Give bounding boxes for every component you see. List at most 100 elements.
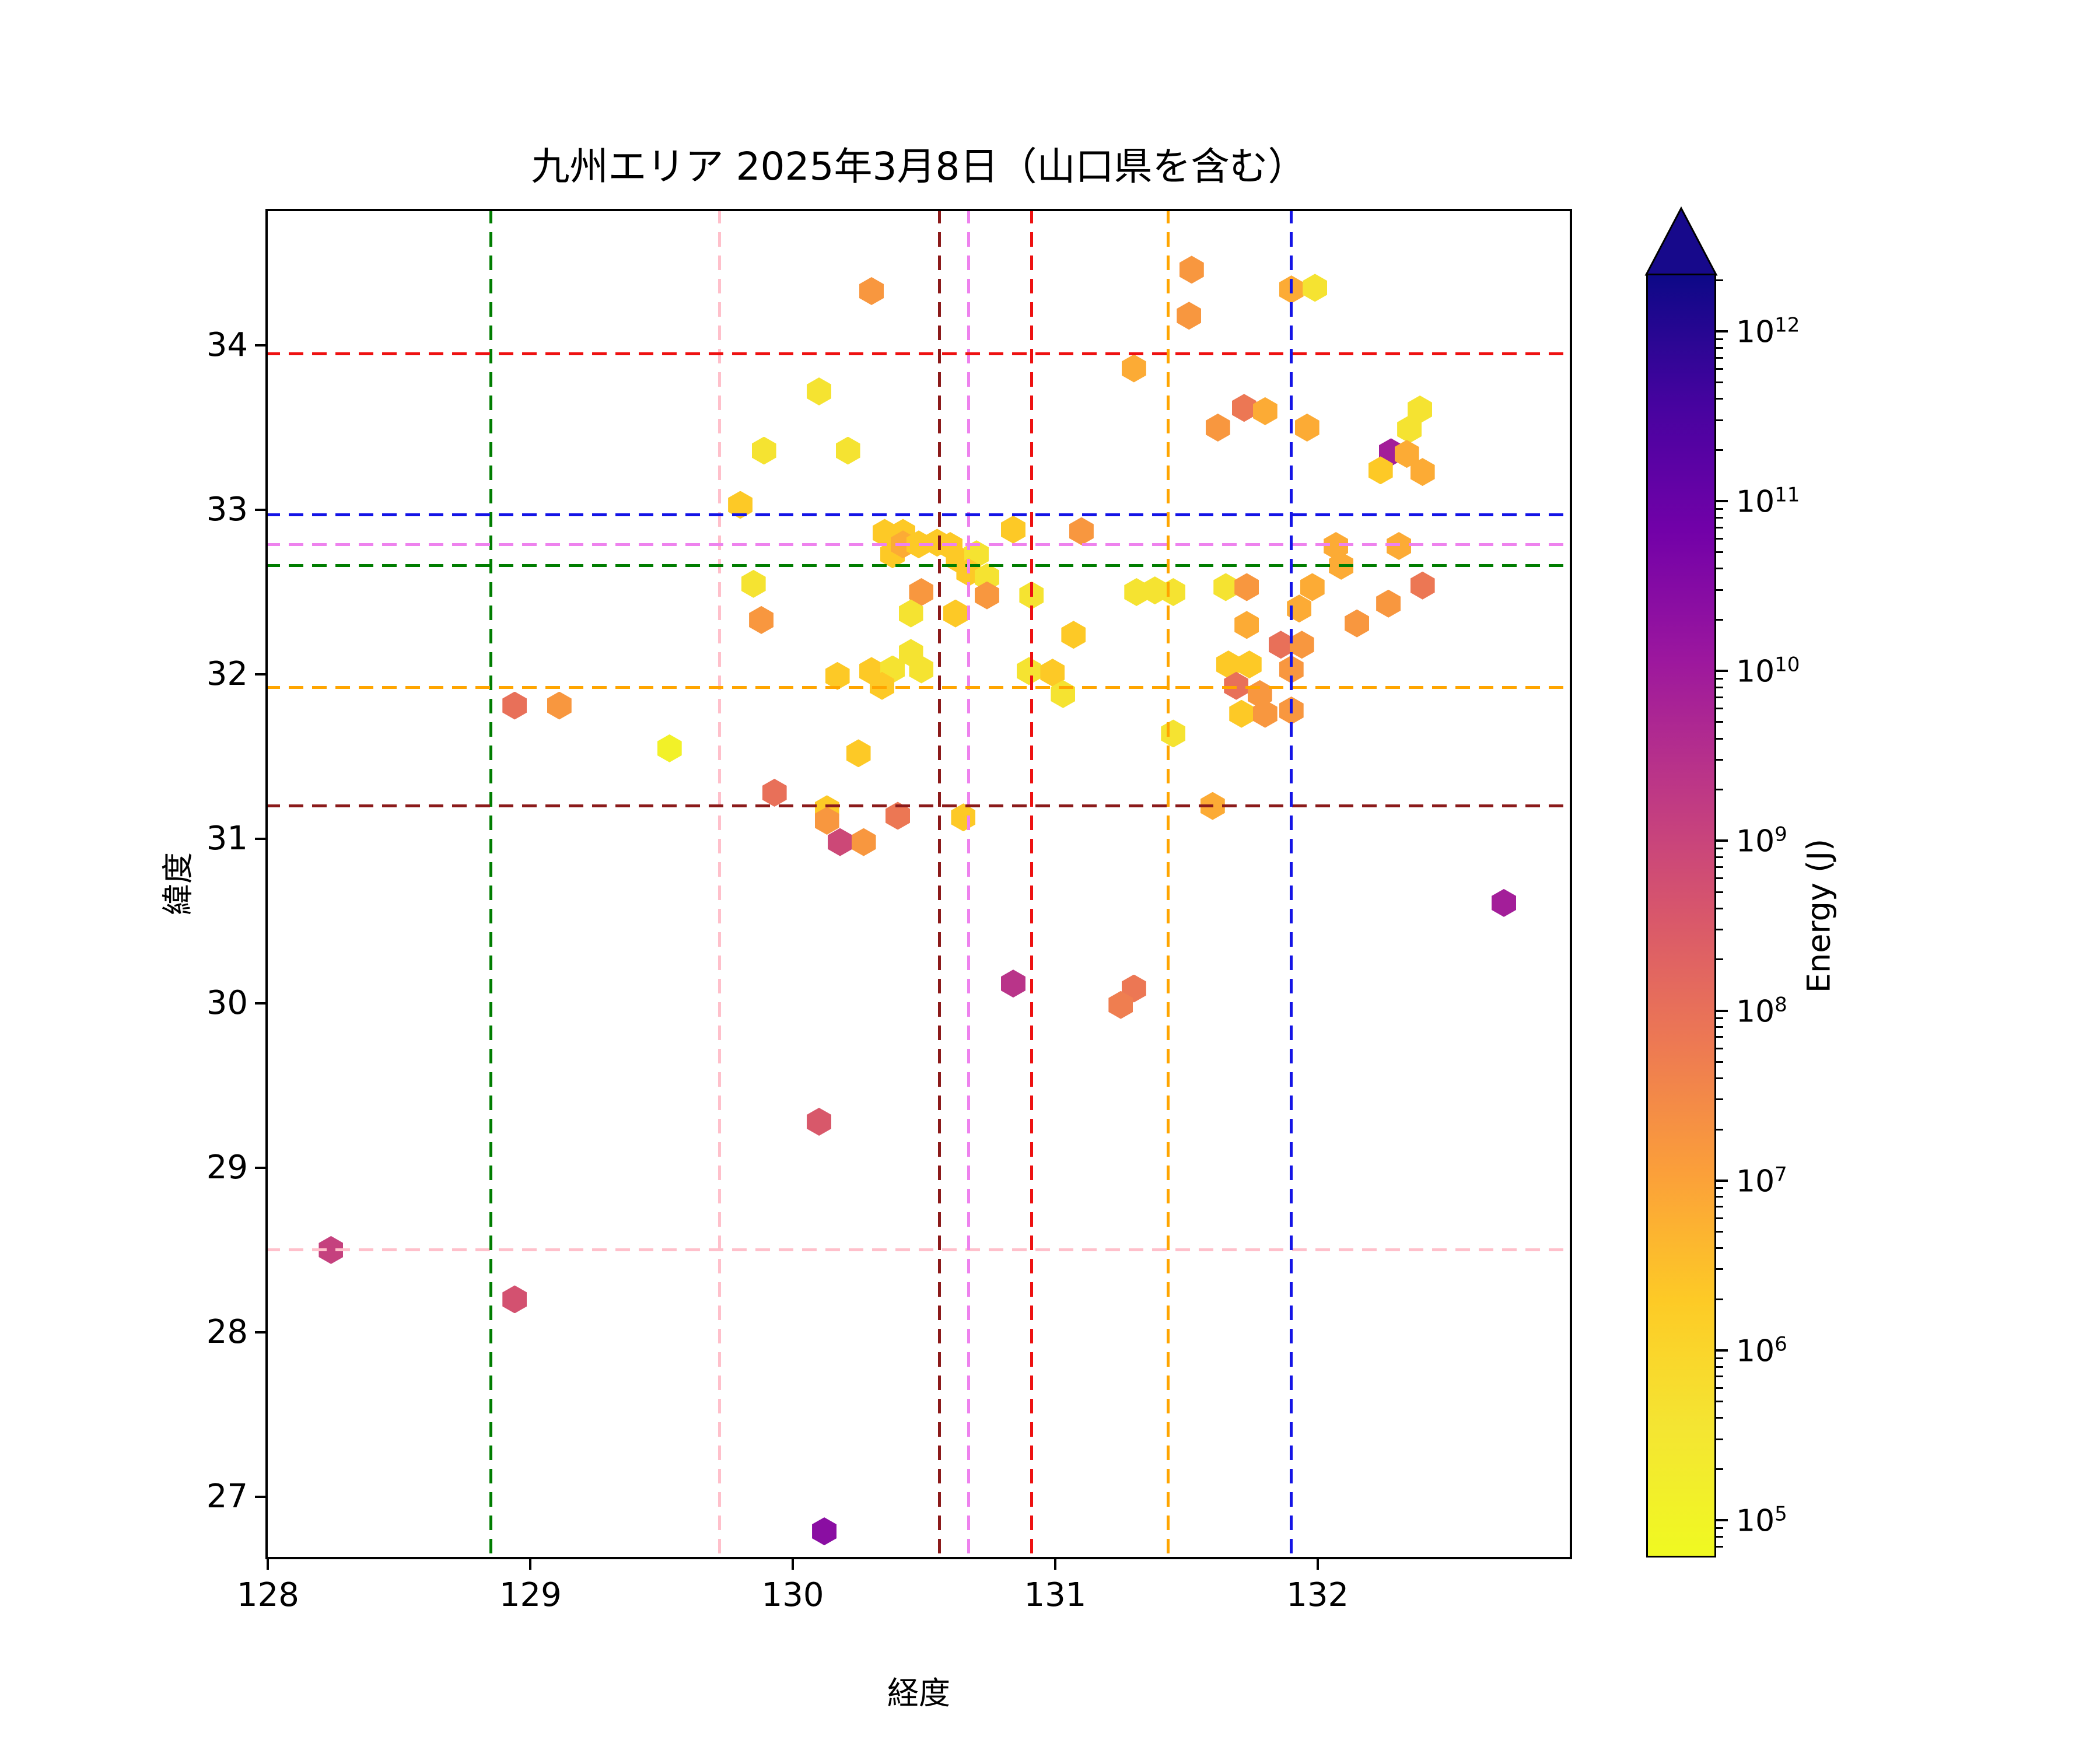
data-point <box>751 436 776 465</box>
colorbar-minor-tick <box>1716 1545 1723 1548</box>
y-tick <box>255 1166 265 1169</box>
data-point <box>1410 571 1435 600</box>
data-point <box>1121 354 1146 383</box>
data-point <box>851 828 876 856</box>
colorbar-minor-tick <box>1716 279 1723 281</box>
data-point <box>974 581 999 610</box>
colorbar-minor-tick <box>1716 508 1723 510</box>
colorbar-minor-tick <box>1716 449 1723 451</box>
data-point <box>1303 274 1328 302</box>
y-tick <box>255 1002 265 1005</box>
colorbar-minor-tick <box>1716 789 1723 791</box>
y-tick-label: 30 <box>206 984 248 1022</box>
data-point <box>502 1285 527 1314</box>
colorbar-minor-tick <box>1716 1400 1723 1402</box>
data-point <box>1161 578 1186 606</box>
colorbar-major-tick <box>1716 839 1728 842</box>
colorbar-minor-tick <box>1716 877 1723 880</box>
data-point <box>1289 631 1314 659</box>
data-point <box>1368 456 1393 485</box>
colorbar-minor-tick <box>1716 1366 1723 1368</box>
data-point <box>1376 589 1401 618</box>
data-point <box>1237 650 1262 679</box>
colorbar-minor-tick <box>1716 929 1723 931</box>
colorbar-minor-tick <box>1716 958 1723 961</box>
colorbar-minor-tick <box>1716 1128 1723 1130</box>
colorbar-minor-tick <box>1716 1298 1723 1300</box>
y-tick <box>255 509 265 511</box>
data-point <box>1161 719 1186 748</box>
data-point <box>909 655 934 684</box>
x-tick-label: 129 <box>499 1576 562 1614</box>
data-point <box>547 691 572 720</box>
colorbar-minor-tick <box>1716 1196 1723 1198</box>
colorbar-label: Energy (J) <box>1800 838 1838 993</box>
colorbar-tick-label: 1012 <box>1736 313 1800 350</box>
x-tick <box>1054 1559 1056 1570</box>
data-point <box>825 662 850 690</box>
data-point <box>1213 573 1238 601</box>
colorbar-tick-label: 1011 <box>1736 483 1800 520</box>
colorbar-major-tick <box>1716 1009 1728 1012</box>
colorbar-minor-tick <box>1716 848 1723 850</box>
colorbar-major-tick <box>1716 330 1728 332</box>
x-tick <box>267 1559 270 1570</box>
data-point <box>846 739 871 768</box>
data-point <box>1294 414 1320 442</box>
colorbar-minor-tick <box>1716 1077 1723 1079</box>
data-point <box>1061 621 1086 649</box>
data-point <box>812 1517 837 1546</box>
colorbar-minor-tick <box>1716 338 1723 340</box>
colorbar-minor-tick <box>1716 696 1723 698</box>
x-tick-label: 132 <box>1286 1576 1349 1614</box>
colorbar-minor-tick <box>1716 758 1723 761</box>
data-point <box>1000 515 1026 544</box>
colorbar-minor-tick <box>1716 526 1723 528</box>
colorbar-major-tick <box>1716 500 1728 503</box>
colorbar <box>1646 274 1716 1558</box>
colorbar-minor-tick <box>1716 346 1723 349</box>
data-point <box>870 671 895 700</box>
points-layer <box>265 209 1572 1559</box>
colorbar-minor-tick <box>1716 619 1723 621</box>
colorbar-minor-tick <box>1716 678 1723 680</box>
x-axis-label: 経度 <box>887 1675 950 1712</box>
colorbar-extend-arrow <box>1644 206 1718 276</box>
colorbar-minor-tick <box>1716 1376 1723 1378</box>
data-point <box>807 1107 832 1136</box>
data-point <box>1410 458 1435 487</box>
colorbar-minor-tick <box>1716 1417 1723 1419</box>
data-point <box>951 803 976 832</box>
data-point <box>502 691 527 720</box>
y-tick <box>255 673 265 676</box>
data-point <box>807 377 832 405</box>
colorbar-minor-tick <box>1716 382 1723 384</box>
colorbar-minor-tick <box>1716 1247 1723 1250</box>
colorbar-minor-tick <box>1716 368 1723 370</box>
x-tick <box>792 1559 794 1570</box>
data-point <box>1205 414 1230 442</box>
data-point <box>1000 970 1026 998</box>
colorbar-minor-tick <box>1716 1206 1723 1208</box>
data-point <box>1069 517 1094 545</box>
data-point <box>657 734 682 762</box>
data-point <box>1492 888 1517 917</box>
colorbar-minor-tick <box>1716 708 1723 710</box>
colorbar-minor-tick <box>1716 1217 1723 1219</box>
colorbar-tick-label: 108 <box>1736 992 1787 1030</box>
data-point <box>1252 699 1278 728</box>
colorbar-minor-tick <box>1716 516 1723 519</box>
data-point <box>1224 671 1249 700</box>
colorbar-minor-tick <box>1716 589 1723 591</box>
colorbar-minor-tick <box>1716 856 1723 859</box>
colorbar-minor-tick <box>1716 1438 1723 1440</box>
data-point <box>1229 699 1254 728</box>
data-point <box>1177 302 1202 330</box>
colorbar-minor-tick <box>1716 551 1723 554</box>
data-point <box>1051 680 1076 708</box>
colorbar-minor-tick <box>1716 1026 1723 1028</box>
colorbar-minor-tick <box>1716 866 1723 868</box>
colorbar-minor-tick <box>1716 1017 1723 1020</box>
y-tick <box>255 1495 265 1498</box>
